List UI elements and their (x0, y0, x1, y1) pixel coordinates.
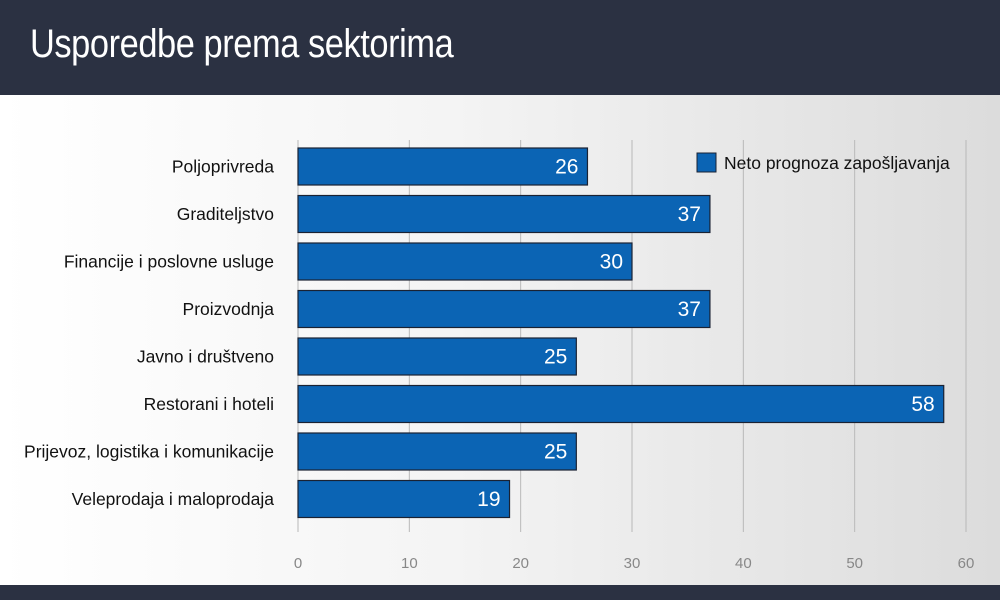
bar (297, 194, 711, 234)
category-label: Financije i poslovne usluge (64, 252, 274, 272)
category-label: Veleprodaja i maloprodaja (72, 489, 275, 509)
data-label: 25 (544, 441, 567, 464)
category-label: Proizvodnja (183, 299, 275, 319)
page-title: Usporedbe prema sektorima (30, 22, 454, 66)
bar (297, 432, 577, 471)
legend-label: Neto prognoza zapošljavanja (724, 153, 950, 173)
bar (297, 337, 577, 376)
x-tick-label: 60 (958, 555, 975, 572)
category-labels: Poljoprivreda Graditeljstvo Financije i po… (24, 157, 274, 510)
x-tick-label: 10 (401, 555, 418, 572)
category-label: Restorani i hoteli (144, 394, 274, 414)
data-label: 25 (544, 346, 567, 369)
x-tick-label: 20 (512, 555, 529, 572)
category-label: Prijevoz, logistika i komunikacije (24, 442, 274, 462)
bars: 26 37 30 37 25 58 25 19 (297, 147, 945, 519)
bar (297, 289, 711, 329)
x-tick-label: 30 (624, 555, 641, 572)
data-label: 37 (678, 203, 701, 226)
data-label: 26 (555, 156, 578, 179)
x-tick-label: 0 (294, 555, 302, 572)
bar (297, 479, 511, 519)
category-label: Graditeljstvo (177, 204, 274, 224)
x-axis-ticks: 0 10 20 30 40 50 60 (294, 555, 975, 572)
data-label: 58 (911, 393, 934, 416)
data-label: 19 (477, 488, 500, 511)
x-tick-label: 40 (735, 555, 752, 572)
category-label: Poljoprivreda (172, 157, 274, 177)
x-tick-label: 50 (846, 555, 863, 572)
legend: Neto prognoza zapošljavanja (696, 152, 950, 173)
data-label: 30 (600, 251, 623, 274)
bar (297, 384, 945, 424)
footer-bar (0, 585, 1000, 600)
legend-swatch (696, 152, 717, 173)
header-bar: Usporedbe prema sektorima (0, 0, 1000, 95)
data-label: 37 (678, 298, 701, 321)
bar-chart: 26 37 30 37 25 58 25 19 Poljoprivreda Graditeljs… (24, 140, 975, 572)
bar (297, 147, 589, 186)
bar (297, 242, 633, 281)
category-label: Javno i društveno (137, 347, 274, 367)
chart-panel: 26 37 30 37 25 58 25 19 Poljoprivreda Graditeljs… (0, 95, 1000, 585)
